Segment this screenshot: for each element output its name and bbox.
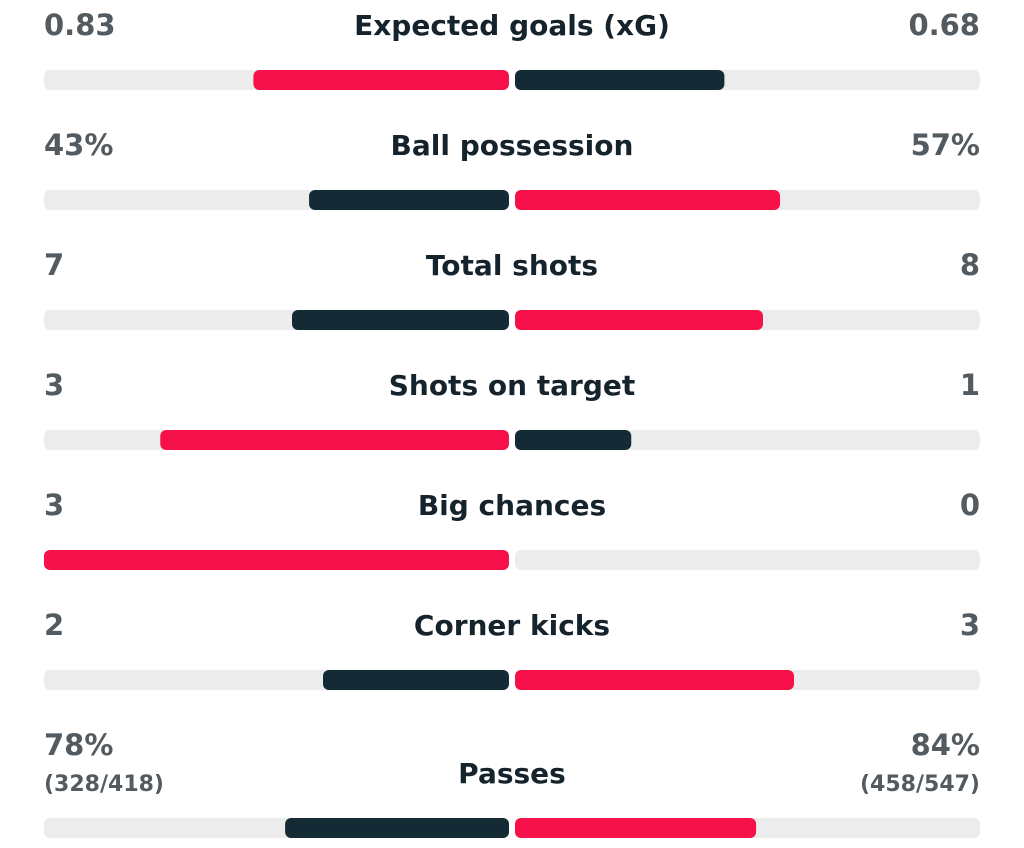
away-bar (515, 430, 632, 450)
stat-label: Total shots (426, 249, 598, 282)
home-bar (285, 818, 509, 838)
away-bar (515, 818, 757, 838)
home-value: 0.83 (44, 8, 116, 42)
home-value: 2 (44, 608, 64, 642)
away-value: 8 (960, 248, 980, 282)
away-bar (515, 670, 794, 690)
away-value: 84% (911, 728, 980, 762)
away-bar (515, 70, 725, 90)
home-bar (253, 70, 509, 90)
home-detail: (328/418) (44, 772, 164, 797)
home-bar (160, 430, 509, 450)
stat-label: Corner kicks (414, 609, 610, 642)
home-bar (309, 190, 509, 210)
home-bar (323, 670, 509, 690)
home-bar (292, 310, 509, 330)
home-value: 3 (44, 488, 64, 522)
stat-label: Passes (458, 757, 566, 790)
away-bar (515, 190, 781, 210)
stat-label: Expected goals (xG) (354, 9, 670, 42)
home-value: 78% (44, 728, 113, 762)
home-value: 7 (44, 248, 64, 282)
away-value: 0.68 (908, 8, 980, 42)
away-value: 1 (960, 368, 980, 402)
stat-label: Big chances (418, 489, 606, 522)
stat-label: Shots on target (389, 369, 636, 402)
home-value: 3 (44, 368, 64, 402)
bar-track (515, 430, 980, 450)
away-value: 57% (911, 128, 980, 162)
bar-track (515, 550, 980, 570)
away-value: 0 (960, 488, 980, 522)
home-value: 43% (44, 128, 113, 162)
away-bar (515, 310, 763, 330)
away-value: 3 (960, 608, 980, 642)
stat-label: Ball possession (391, 129, 634, 162)
away-detail: (458/547) (860, 772, 980, 797)
home-bar (44, 550, 509, 570)
